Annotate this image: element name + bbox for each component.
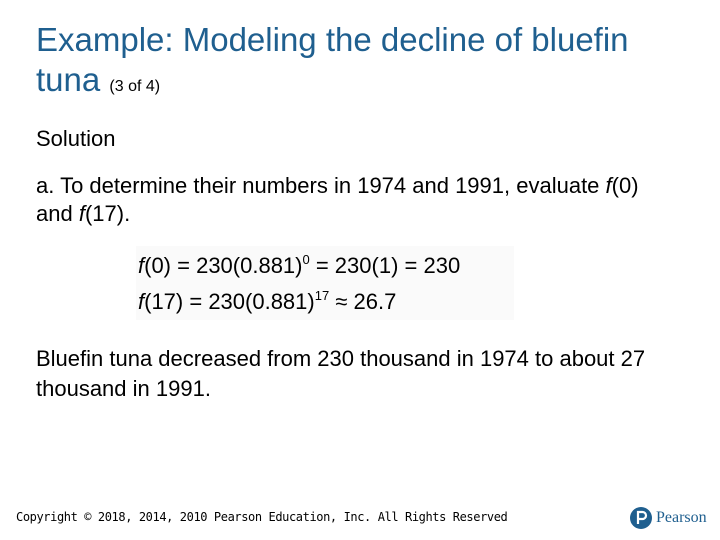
slide-title: Example: Modeling the decline of bluefin… — [36, 20, 656, 107]
exponent: 0 — [302, 252, 310, 267]
text: (0) and — [36, 173, 639, 226]
heading: Solution — [36, 126, 116, 151]
text: a. To determine their numbers in 1974 an… — [36, 173, 606, 198]
copyright: Copyright © 2018, 2014, 2010 Pearson Edu… — [16, 510, 508, 524]
equations: f(0) = 230(0.881)0 = 230(1) = 230 f(17) =… — [136, 246, 514, 320]
eq-right: ≈ 26.7 — [329, 289, 397, 314]
func: f — [78, 201, 85, 226]
title-text: Example: Modeling the decline of bluefin… — [36, 21, 629, 98]
equation: f(0) = 230(0.881)0 = 230(1) = 230 — [138, 248, 514, 284]
exponent: 17 — [314, 288, 330, 303]
eq-left: (17) = 230(0.881) — [144, 289, 315, 314]
text: (17). — [84, 201, 131, 226]
eq-right: = 230(1) = 230 — [309, 253, 461, 278]
brand-name: Pearson — [656, 509, 707, 526]
eq-left: (0) = 230(0.881) — [144, 253, 303, 278]
part-a: a. To determine their numbers in 1974 an… — [36, 172, 676, 228]
subtitle: (3 of 4) — [109, 78, 161, 95]
func: f — [605, 173, 612, 198]
conclusion: Bluefin tuna decreased from 230 thousand… — [36, 346, 646, 401]
logo-icon — [630, 507, 652, 529]
func: f — [138, 289, 145, 314]
equation: f(17) = 230(0.881)17 ≈ 26.7 — [138, 284, 514, 320]
func: f — [138, 253, 145, 278]
brand-logo: Pearson — [630, 506, 707, 530]
